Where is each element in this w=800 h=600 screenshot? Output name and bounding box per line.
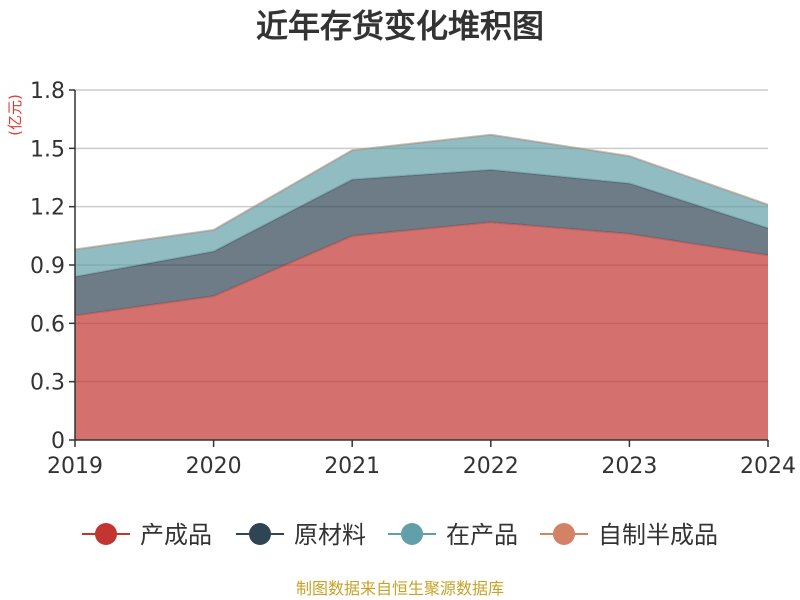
legend-item-原材料[interactable]: 原材料	[236, 521, 366, 549]
legend-label: 产成品	[140, 521, 212, 549]
legend-label: 在产品	[446, 521, 518, 549]
area-series-产成品	[75, 222, 768, 440]
legend-item-在产品[interactable]: 在产品	[388, 521, 518, 549]
x-tick-label: 2019	[47, 454, 103, 479]
legend-item-自制半成品[interactable]: 自制半成品	[540, 521, 718, 549]
x-tick-label: 2024	[740, 454, 796, 479]
legend: 产成品 原材料 在产品 自制半成品	[82, 521, 718, 549]
legend-label: 自制半成品	[598, 521, 718, 549]
y-tick-label: 0.9	[30, 254, 65, 279]
y-tick-label: 1.5	[30, 137, 65, 162]
y-tick-label: 1.2	[30, 196, 65, 221]
x-tick-label: 2022	[463, 454, 519, 479]
legend-marker	[249, 523, 271, 545]
y-axis-ticks: 0 0.3 0.6 0.9 1.2 1.5 1.8	[30, 79, 75, 454]
area-series-在产品	[75, 134, 768, 277]
x-tick-label: 2023	[601, 454, 657, 479]
area-series	[74, 133, 769, 440]
series-line-在产品	[74, 133, 769, 251]
x-tick-label: 2020	[186, 454, 242, 479]
chart-title: 近年存货变化堆积图	[256, 7, 544, 45]
series-line-自制半成品	[74, 133, 769, 251]
x-axis-ticks: 2019 2020 2021 2022 2023 2024	[47, 440, 796, 479]
y-axis-unit: (亿元)	[6, 94, 24, 136]
y-tick-label: 0.6	[30, 312, 65, 337]
data-source: 制图数据来自恒生聚源数据库	[296, 579, 504, 598]
y-tick-label: 1.8	[30, 79, 65, 104]
y-tick-label: 0	[51, 429, 65, 454]
x-tick-label: 2021	[324, 454, 380, 479]
legend-item-产成品[interactable]: 产成品	[82, 521, 212, 549]
y-tick-label: 0.3	[30, 371, 65, 396]
legend-marker	[553, 523, 575, 545]
area-series-原材料	[75, 169, 768, 316]
legend-label: 原材料	[294, 521, 366, 549]
legend-marker	[95, 523, 117, 545]
legend-marker	[401, 523, 423, 545]
